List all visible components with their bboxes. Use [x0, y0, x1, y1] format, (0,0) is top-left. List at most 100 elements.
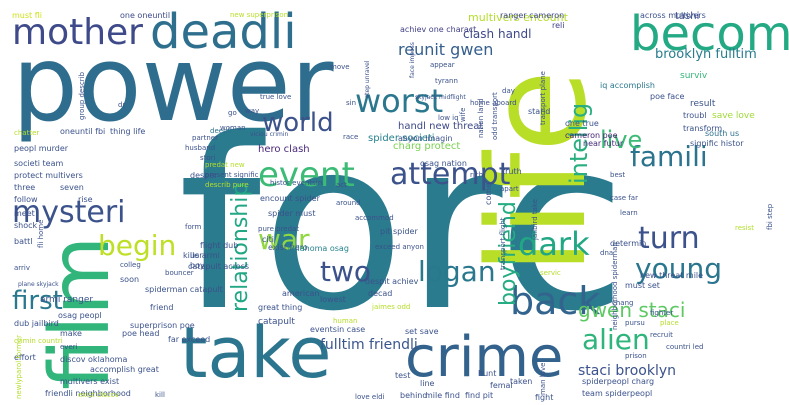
word: jailbird take [531, 198, 539, 240]
word: spiderpeopl charg [582, 377, 655, 386]
word: dna [600, 249, 614, 257]
word: stand [528, 107, 551, 116]
word: accomplish great [90, 365, 159, 374]
word: servic [540, 269, 561, 277]
word: societi team [14, 159, 64, 168]
word: crime [405, 325, 564, 390]
word: countri led [666, 343, 704, 351]
word: signific histor [690, 139, 744, 148]
word: clash handl [463, 27, 532, 41]
word: seven [60, 183, 84, 192]
word: eventsin case [310, 325, 366, 334]
word: event [258, 155, 355, 195]
word: around [336, 199, 361, 207]
word: husband [185, 144, 216, 152]
word: staci brooklyn [578, 363, 677, 379]
word: fli home [37, 219, 45, 248]
word: oklahoma osag [288, 244, 349, 253]
word: encount spider [260, 194, 320, 203]
word: chatter [14, 129, 40, 137]
word: wife [459, 107, 467, 122]
word: accommod [355, 214, 394, 222]
word: young [635, 252, 722, 285]
word: transform [683, 124, 723, 133]
word: describ pure [205, 181, 249, 189]
word: new superprison [230, 11, 289, 19]
word: two [320, 255, 372, 288]
word: bouncer [165, 269, 194, 277]
word: effort [14, 353, 36, 362]
word: first [12, 286, 63, 316]
word: rise [78, 195, 93, 204]
word: pursu [625, 319, 645, 327]
word: three [14, 183, 36, 192]
word: desper [190, 171, 218, 180]
word: us armi [190, 251, 220, 260]
word: gwen staci [578, 298, 686, 322]
word: race [343, 133, 359, 141]
word: behind [400, 391, 428, 400]
word: armi ranger [40, 295, 94, 305]
word: cameron poe [565, 131, 618, 140]
word: move [330, 63, 350, 71]
word: rich [470, 171, 484, 179]
word: protect multivers [14, 171, 83, 180]
word: thing life [110, 127, 146, 136]
word: must fli [12, 11, 42, 20]
word: resist [735, 224, 755, 232]
word: team spiderpeopl [582, 389, 653, 398]
word: famili [630, 140, 708, 173]
word: fighter [650, 309, 674, 317]
word: osag peopl [58, 311, 102, 320]
word: kill [155, 391, 165, 399]
word: spider must [268, 209, 316, 218]
word: transport flight [499, 217, 507, 270]
word: decad [368, 289, 393, 298]
word: killer [183, 251, 203, 260]
word: one oneuntil [120, 11, 171, 20]
word: man love [539, 362, 547, 395]
word: back [510, 279, 601, 323]
word: stori [200, 154, 216, 162]
word: south us [705, 129, 740, 138]
word: exceed anyon [375, 243, 424, 251]
word: power [12, 23, 334, 145]
word: across multivers [640, 11, 706, 20]
word: great thing [258, 303, 303, 312]
word: test [395, 371, 411, 380]
word: transport plane [539, 71, 547, 125]
word: pure predat [258, 225, 300, 233]
word: despit achiev [365, 277, 419, 286]
word: peopl murder [14, 144, 69, 153]
word: low iq [438, 114, 459, 122]
word: shock [14, 221, 38, 230]
word: exist discov [78, 391, 120, 399]
word: set save [405, 327, 439, 336]
word: tyrann [435, 77, 458, 85]
word: troubl [683, 111, 707, 120]
word: find pit [465, 391, 494, 400]
word: reunit gwen [398, 40, 494, 59]
word: best [610, 171, 626, 179]
word: home aboard [470, 99, 517, 107]
word: ranger cameron [500, 11, 565, 20]
word: deadli [150, 4, 297, 60]
word: form [185, 223, 202, 231]
word: multivers encount [468, 11, 568, 24]
word: way [245, 107, 260, 115]
word: mysteri [12, 195, 126, 230]
word: one true [565, 119, 599, 128]
word: taken [510, 377, 533, 386]
word: catapult [258, 317, 295, 327]
word: chang [612, 299, 634, 307]
word: must set [625, 281, 660, 290]
word: group describ [78, 71, 86, 120]
word: far exceed [168, 335, 211, 344]
word: act [336, 181, 347, 189]
word: poe head [122, 329, 160, 338]
word: present signific [205, 171, 259, 179]
word: poe face [650, 92, 685, 101]
word: near futur [583, 139, 624, 148]
word: plane skyjack [18, 281, 59, 288]
word: begin [98, 229, 177, 262]
